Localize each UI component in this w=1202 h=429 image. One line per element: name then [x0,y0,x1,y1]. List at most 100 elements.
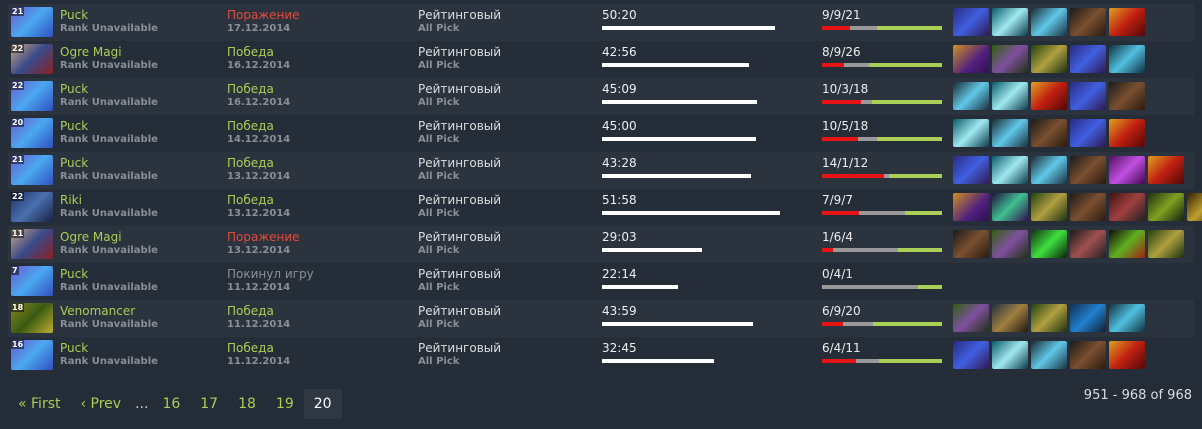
kda-text: 0/4/1 [822,267,853,281]
aghanims-scepter-item-icon[interactable] [953,156,989,184]
page-16-link[interactable]: 16 [162,396,181,412]
dagger-item-icon[interactable] [992,193,1028,221]
bottle-item-icon[interactable] [1031,341,1067,369]
boots-item-icon[interactable] [1109,82,1145,110]
kills-segment [822,174,885,178]
ring-item-icon[interactable] [1031,45,1067,73]
match-row[interactable]: 18 Venomancer Rank Unavailable Победа 11… [8,300,1194,337]
match-list: 21 Puck Rank Unavailable Поражение 17.12… [8,4,1202,374]
match-result-link[interactable]: Победа [227,156,274,170]
crescent-blade-item-icon[interactable] [992,8,1028,36]
boots-item-icon[interactable] [1031,119,1067,147]
match-row[interactable]: 16 Puck Rank Unavailable Победа 11.12.20… [8,337,1194,374]
match-row[interactable]: 22 Ogre Magi Rank Unavailable Победа 16.… [8,41,1194,78]
hero-name-link[interactable]: Puck [60,82,89,96]
match-row[interactable]: 20 Puck Rank Unavailable Победа 14.12.20… [8,115,1194,152]
hero-name-link[interactable]: Ogre Magi [60,230,122,244]
hero-name-link[interactable]: Puck [60,156,89,170]
match-result-link[interactable]: Победа [227,193,274,207]
bottle-item-icon[interactable] [992,119,1028,147]
orb-item-icon[interactable] [1109,156,1145,184]
bottle-item-icon[interactable] [1031,156,1067,184]
blade-item-icon[interactable] [1148,193,1184,221]
bracer-item-icon[interactable] [1109,45,1145,73]
match-result-link[interactable]: Победа [227,45,274,59]
ring-item-icon[interactable] [1148,230,1184,258]
boots-item-icon[interactable] [1070,341,1106,369]
kills-segment [822,248,833,252]
assists-segment [888,174,942,178]
hero-name-link[interactable]: Puck [60,8,89,22]
page-18-link[interactable]: 18 [238,396,256,412]
page-17-link[interactable]: 17 [200,396,219,412]
hero-name-link[interactable]: Puck [60,341,89,355]
hand-of-midas-item-icon[interactable] [953,193,989,221]
match-result-link[interactable]: Поражение [227,230,300,244]
orb-green-item-icon[interactable] [1031,230,1067,258]
aghanims-scepter-item-icon[interactable] [953,341,989,369]
staff-item-icon[interactable] [1070,304,1106,332]
match-result-link[interactable]: Победа [227,82,274,96]
hero-name-link[interactable]: Venomancer [60,304,136,318]
hero-name-link[interactable]: Riki [60,193,82,207]
match-result-link[interactable]: Победа [227,341,274,355]
urn-item-icon[interactable] [992,45,1028,73]
rank-text: Rank Unavailable [60,23,158,34]
urn-item-icon[interactable] [953,304,989,332]
drum-item-icon[interactable] [992,304,1028,332]
hero-name-link[interactable]: Puck [60,119,89,133]
boots-item-icon[interactable] [1070,8,1106,36]
page-19-link[interactable]: 19 [275,396,294,412]
radiance-item-icon[interactable] [1148,156,1184,184]
match-result-link[interactable]: Победа [227,119,274,133]
match-row[interactable]: 7 Puck Rank Unavailable Покинул игру 11.… [8,263,1194,300]
page-20-current[interactable]: 20 [303,389,342,419]
boots-item-icon[interactable] [953,230,989,258]
crescent-blade-item-icon[interactable] [953,119,989,147]
ring-item-icon[interactable] [1031,193,1067,221]
crescent-blade-item-icon[interactable] [992,156,1028,184]
lobby-type: Рейтинговый [418,156,502,170]
hand-of-midas-item-icon[interactable] [953,45,989,73]
match-row[interactable]: 11 Ogre Magi Rank Unavailable Поражение … [8,226,1194,263]
bracer-item-icon[interactable] [1109,304,1145,332]
mango-item-icon[interactable] [1109,230,1145,258]
match-row[interactable]: 22 Puck Rank Unavailable Победа 16.12.20… [8,78,1194,115]
armlet-item-icon[interactable] [1109,193,1145,221]
boots-item-icon[interactable] [1070,193,1106,221]
hero-name-link[interactable]: Puck [60,267,89,281]
kda-text: 1/6/4 [822,230,853,244]
ring-item-icon[interactable] [1031,304,1067,332]
game-mode: All Pick [418,23,460,34]
crescent-blade-item-icon[interactable] [992,82,1028,110]
boots-item-icon[interactable] [1070,156,1106,184]
match-row[interactable]: 21 Puck Rank Unavailable Поражение 17.12… [8,4,1194,41]
radiance-item-icon[interactable] [1109,119,1145,147]
match-row[interactable]: 22 Riki Rank Unavailable Победа 13.12.20… [8,189,1202,226]
aghanims-scepter-item-icon[interactable] [1070,119,1106,147]
match-result-link[interactable]: Поражение [227,8,300,22]
first-page-link[interactable]: « First [18,396,61,412]
match-result-link[interactable]: Покинул игру [227,267,314,281]
bottle-item-icon[interactable] [1031,8,1067,36]
radiance-item-icon[interactable] [1109,8,1145,36]
match-result-link[interactable]: Победа [227,304,274,318]
kills-segment [822,137,859,141]
aghanims-scepter-item-icon[interactable] [1070,45,1106,73]
prev-page-link[interactable]: ‹ Prev [80,396,122,412]
aghanims-scepter-item-icon[interactable] [1070,82,1106,110]
radiance-item-icon[interactable] [1031,82,1067,110]
hero-name-link[interactable]: Ogre Magi [60,45,122,59]
urn-item-icon[interactable] [992,230,1028,258]
radiance-item-icon[interactable] [1109,341,1145,369]
aghanims-scepter-item-icon[interactable] [953,8,989,36]
match-row[interactable]: 21 Puck Rank Unavailable Победа 13.12.20… [8,152,1194,189]
butterfly-item-icon[interactable] [1187,193,1202,221]
hero-level: 21 [11,155,25,164]
match-date: 11.12.2014 [227,319,291,330]
bottle-item-icon[interactable] [953,82,989,110]
axe-item-icon[interactable] [1070,230,1106,258]
crescent-blade-item-icon[interactable] [992,341,1028,369]
ellipsis: ... [135,396,149,412]
kda-bar [822,248,942,252]
